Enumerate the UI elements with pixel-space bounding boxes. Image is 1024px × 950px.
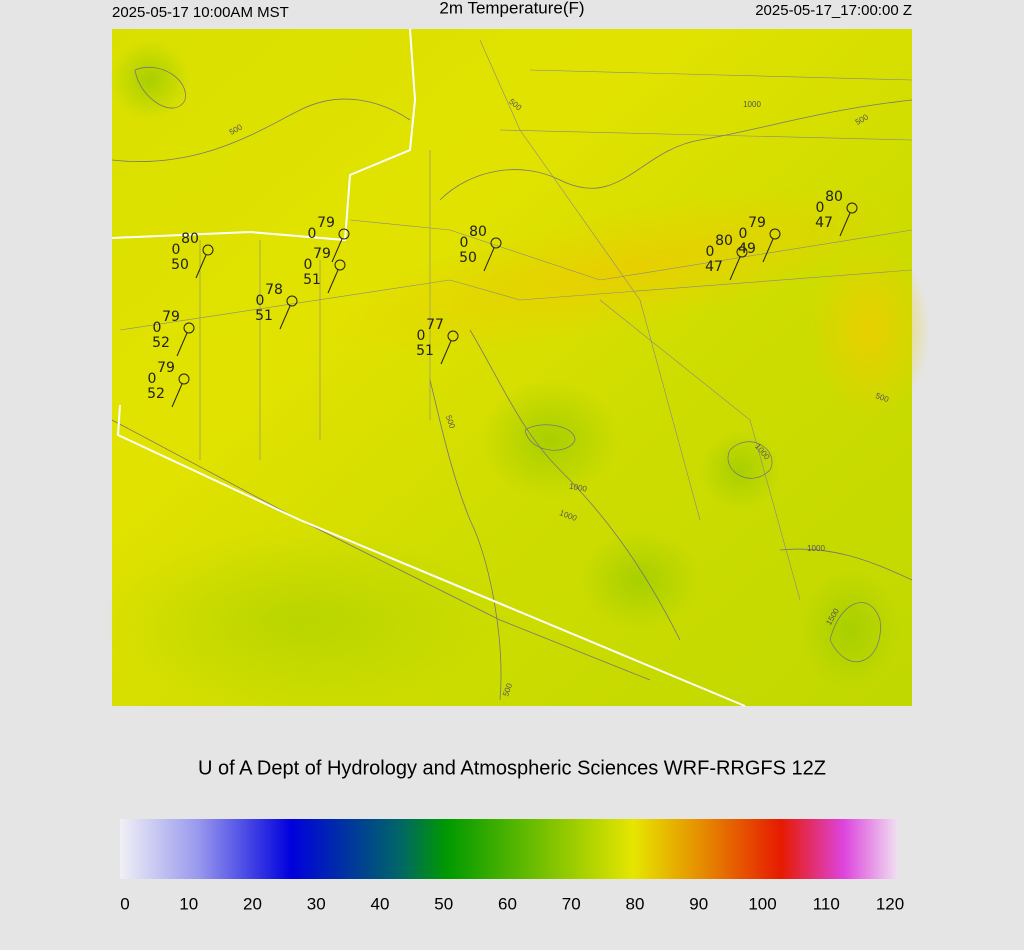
station-temperature: 80	[825, 189, 843, 205]
wind-barb	[195, 254, 207, 279]
wind-barb	[327, 269, 339, 294]
station-temperature: 79	[157, 360, 175, 376]
colorbar-tick-label: 50	[434, 894, 453, 913]
station-wind: 0	[153, 320, 162, 336]
station-dewpoint: 52	[152, 335, 170, 351]
contour-label: 500	[874, 391, 890, 404]
colorbar-tick-label: 110	[813, 894, 840, 913]
wind-barb	[483, 247, 495, 272]
colorbar-tick-label: 30	[307, 894, 326, 913]
station-temperature: 79	[162, 309, 180, 325]
contour-label: 500	[444, 414, 457, 430]
station-temperature: 78	[265, 282, 283, 298]
valid-local-time: 2025-05-17 10:00AM MST	[112, 4, 289, 21]
station-dewpoint: 51	[255, 308, 273, 324]
station-temperature: 79	[313, 246, 331, 262]
contour-label: 1000	[569, 482, 589, 494]
station-temperature: 79	[317, 215, 335, 231]
station-wind: 0	[816, 200, 825, 216]
station-dewpoint: 51	[303, 272, 321, 288]
colorbar-tick-label: 70	[562, 894, 581, 913]
station-marker	[736, 246, 748, 258]
station-dewpoint: 50	[171, 257, 189, 273]
station-temperature: 77	[426, 317, 444, 333]
colorbar	[120, 819, 898, 879]
colorbar-tick-label: 10	[179, 894, 198, 913]
station-marker	[286, 295, 298, 307]
station-marker	[178, 373, 190, 385]
station-wind: 0	[148, 371, 157, 387]
station-wind: 0	[739, 226, 748, 242]
map-title: 2m Temperature(F)	[439, 0, 584, 17]
wind-barb	[839, 212, 851, 237]
station-dewpoint: 47	[815, 215, 833, 231]
station-wind: 0	[308, 226, 317, 242]
station-temperature: 79	[748, 215, 766, 231]
station-marker	[338, 228, 350, 240]
colorbar-tick-label: 40	[371, 894, 390, 913]
credit: U of A Dept of Hydrology and Atmospheric…	[198, 757, 826, 779]
wind-barb	[331, 238, 343, 263]
wind-barb	[171, 383, 183, 408]
station-marker	[447, 330, 459, 342]
colorbar-tick-label: 80	[626, 894, 645, 913]
wind-barb	[762, 238, 774, 263]
contour-label: 1000	[807, 544, 825, 553]
station-marker	[202, 244, 214, 256]
station-dewpoint: 51	[416, 343, 434, 359]
station-wind: 0	[460, 235, 469, 251]
station-temperature: 80	[181, 231, 199, 247]
station-wind: 0	[172, 242, 181, 258]
wind-barb	[176, 332, 188, 357]
station-marker	[183, 322, 195, 334]
station-marker	[769, 228, 781, 240]
map-area	[100, 28, 930, 710]
station-dewpoint: 49	[738, 241, 756, 257]
station-marker	[334, 259, 346, 271]
station-wind: 0	[304, 257, 313, 273]
station-dewpoint: 47	[705, 259, 723, 275]
colorbar-tick-label: 60	[498, 894, 517, 913]
station-dewpoint: 52	[147, 386, 165, 402]
station-wind: 0	[417, 328, 426, 344]
wind-barb	[279, 305, 291, 330]
contour-label: 500	[501, 682, 514, 698]
colorbar-tick-label: 120	[876, 894, 904, 913]
station-marker	[490, 237, 502, 249]
station-temperature: 80	[715, 233, 733, 249]
station-temperature: 80	[469, 224, 487, 240]
wind-barb	[729, 256, 741, 281]
colorbar-tick-label: 20	[243, 894, 262, 913]
colorbar-tick-label: 90	[689, 894, 708, 913]
station-dewpoint: 50	[459, 250, 477, 266]
station-marker	[846, 202, 858, 214]
station-wind: 0	[706, 244, 715, 260]
valid-utc-time: 2025-05-17_17:00:00 Z	[755, 2, 912, 19]
station-wind: 0	[256, 293, 265, 309]
wind-barb	[440, 340, 452, 365]
colorbar-tick-label: 100	[748, 894, 776, 913]
colorbar-tick-label: 0	[120, 894, 129, 913]
contour-label: 1000	[743, 100, 761, 109]
